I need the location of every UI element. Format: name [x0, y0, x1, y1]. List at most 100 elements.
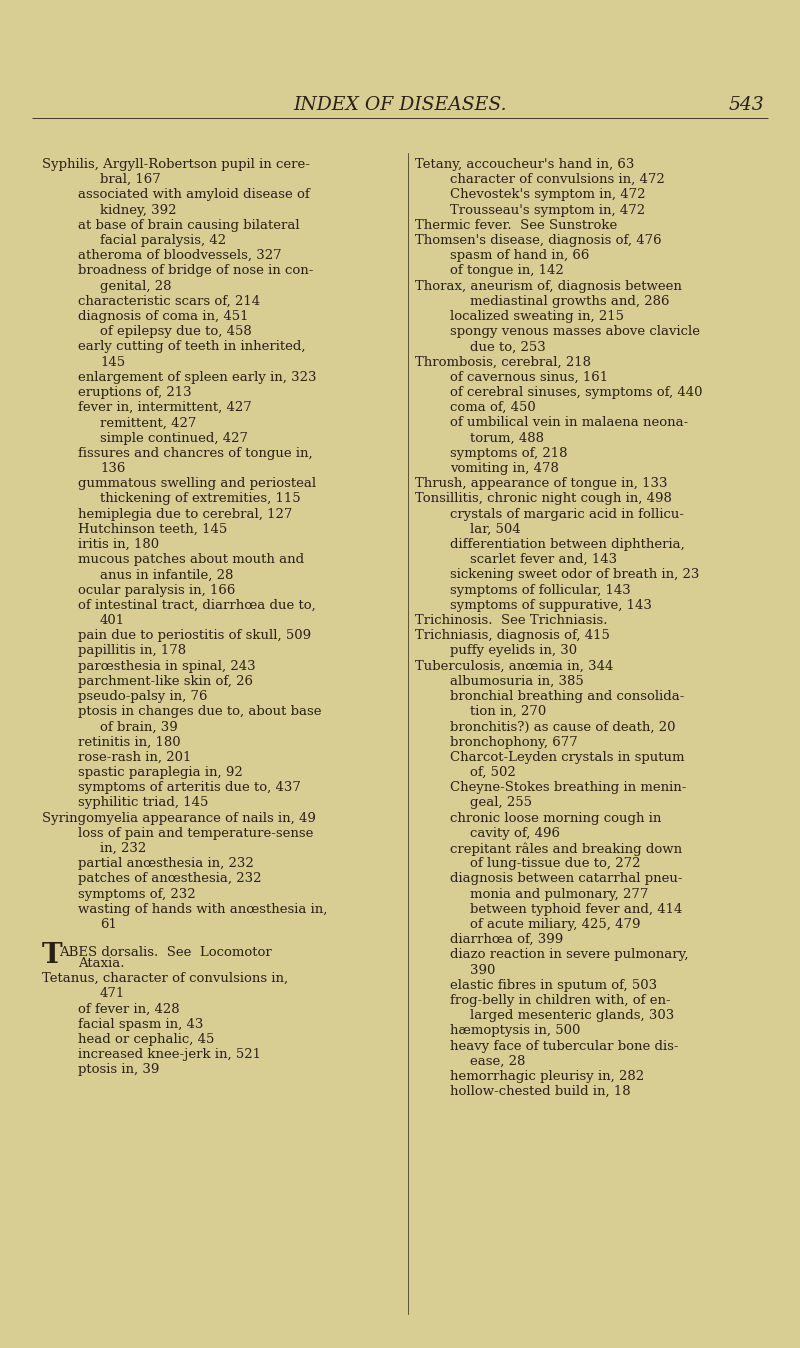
- Text: symptoms of suppurative, 143: symptoms of suppurative, 143: [450, 599, 652, 612]
- Text: symptoms of arteritis due to, 437: symptoms of arteritis due to, 437: [78, 782, 301, 794]
- Text: of tongue in, 142: of tongue in, 142: [450, 264, 564, 278]
- Text: hollow-chested build in, 18: hollow-chested build in, 18: [450, 1085, 630, 1099]
- Text: bronchophony, 677: bronchophony, 677: [450, 736, 578, 748]
- Text: head or cephalic, 45: head or cephalic, 45: [78, 1033, 214, 1046]
- Text: loss of pain and temperature-sense: loss of pain and temperature-sense: [78, 826, 314, 840]
- Text: localized sweating in, 215: localized sweating in, 215: [450, 310, 624, 324]
- Text: of cerebral sinuses, symptoms of, 440: of cerebral sinuses, symptoms of, 440: [450, 386, 702, 399]
- Text: simple continued, 427: simple continued, 427: [100, 431, 248, 445]
- Text: associated with amyloid disease of: associated with amyloid disease of: [78, 189, 310, 201]
- Text: Thermic fever.  See Sunstroke: Thermic fever. See Sunstroke: [415, 218, 618, 232]
- Text: symptoms of, 232: symptoms of, 232: [78, 887, 196, 900]
- Text: pseudo-palsy in, 76: pseudo-palsy in, 76: [78, 690, 207, 704]
- Text: heavy face of tubercular bone dis-: heavy face of tubercular bone dis-: [450, 1039, 678, 1053]
- Text: diazo reaction in severe pulmonary,: diazo reaction in severe pulmonary,: [450, 949, 689, 961]
- Text: partial anœsthesia in, 232: partial anœsthesia in, 232: [78, 857, 254, 871]
- Text: lar, 504: lar, 504: [470, 523, 521, 535]
- Text: vomiting in, 478: vomiting in, 478: [450, 462, 559, 474]
- Text: Thrombosis, cerebral, 218: Thrombosis, cerebral, 218: [415, 356, 591, 368]
- Text: increased knee-jerk in, 521: increased knee-jerk in, 521: [78, 1047, 261, 1061]
- Text: Thomsen's disease, diagnosis of, 476: Thomsen's disease, diagnosis of, 476: [415, 235, 662, 247]
- Text: Cheyne-Stokes breathing in menin-: Cheyne-Stokes breathing in menin-: [450, 782, 686, 794]
- Text: of fever in, 428: of fever in, 428: [78, 1003, 180, 1015]
- Text: larged mesenteric glands, 303: larged mesenteric glands, 303: [470, 1010, 674, 1022]
- Text: character of convulsions in, 472: character of convulsions in, 472: [450, 173, 665, 186]
- Text: of umbilical vein in malaena neona-: of umbilical vein in malaena neona-: [450, 417, 688, 430]
- Text: spastic paraplegia in, 92: spastic paraplegia in, 92: [78, 766, 242, 779]
- Text: between typhoid fever and, 414: between typhoid fever and, 414: [470, 903, 682, 915]
- Text: remittent, 427: remittent, 427: [100, 417, 196, 430]
- Text: papillitis in, 178: papillitis in, 178: [78, 644, 186, 658]
- Text: albumosuria in, 385: albumosuria in, 385: [450, 675, 584, 687]
- Text: Tetanus, character of convulsions in,: Tetanus, character of convulsions in,: [42, 972, 288, 985]
- Text: Thrush, appearance of tongue in, 133: Thrush, appearance of tongue in, 133: [415, 477, 667, 491]
- Text: diagnosis between catarrhal pneu-: diagnosis between catarrhal pneu-: [450, 872, 682, 886]
- Text: 145: 145: [100, 356, 125, 368]
- Text: sickening sweet odor of breath in, 23: sickening sweet odor of breath in, 23: [450, 569, 699, 581]
- Text: ease, 28: ease, 28: [470, 1054, 526, 1068]
- Text: spasm of hand in, 66: spasm of hand in, 66: [450, 249, 590, 263]
- Text: frog-belly in children with, of en-: frog-belly in children with, of en-: [450, 993, 670, 1007]
- Text: 471: 471: [100, 987, 126, 1000]
- Text: diarrhœa of, 399: diarrhœa of, 399: [450, 933, 563, 946]
- Text: bronchitis?) as cause of death, 20: bronchitis?) as cause of death, 20: [450, 720, 675, 733]
- Text: Hutchinson teeth, 145: Hutchinson teeth, 145: [78, 523, 227, 535]
- Text: bronchial breathing and consolida-: bronchial breathing and consolida-: [450, 690, 684, 704]
- Text: T: T: [42, 941, 62, 969]
- Text: ptosis in, 39: ptosis in, 39: [78, 1064, 159, 1076]
- Text: facial paralysis, 42: facial paralysis, 42: [100, 235, 226, 247]
- Text: rose-rash in, 201: rose-rash in, 201: [78, 751, 191, 764]
- Text: of brain, 39: of brain, 39: [100, 720, 178, 733]
- Text: chronic loose morning cough in: chronic loose morning cough in: [450, 811, 662, 825]
- Text: diagnosis of coma in, 451: diagnosis of coma in, 451: [78, 310, 249, 324]
- Text: enlargement of spleen early in, 323: enlargement of spleen early in, 323: [78, 371, 317, 384]
- Text: torum, 488: torum, 488: [470, 431, 544, 445]
- Text: due to, 253: due to, 253: [470, 341, 546, 353]
- Text: Ataxia.: Ataxia.: [78, 957, 125, 969]
- Text: of cavernous sinus, 161: of cavernous sinus, 161: [450, 371, 608, 384]
- Text: Thorax, aneurism of, diagnosis between: Thorax, aneurism of, diagnosis between: [415, 279, 682, 293]
- Text: cavity of, 496: cavity of, 496: [470, 826, 560, 840]
- Text: of epilepsy due to, 458: of epilepsy due to, 458: [100, 325, 252, 338]
- Text: 61: 61: [100, 918, 117, 931]
- Text: hemiplegia due to cerebral, 127: hemiplegia due to cerebral, 127: [78, 508, 292, 520]
- Text: mucous patches about mouth and: mucous patches about mouth and: [78, 553, 304, 566]
- Text: 401: 401: [100, 613, 125, 627]
- Text: 136: 136: [100, 462, 126, 474]
- Text: characteristic scars of, 214: characteristic scars of, 214: [78, 295, 260, 307]
- Text: retinitis in, 180: retinitis in, 180: [78, 736, 181, 748]
- Text: Charcot-Leyden crystals in sputum: Charcot-Leyden crystals in sputum: [450, 751, 685, 764]
- Text: anus in infantile, 28: anus in infantile, 28: [100, 569, 234, 581]
- Text: symptoms of follicular, 143: symptoms of follicular, 143: [450, 584, 630, 597]
- Text: Trousseau's symptom in, 472: Trousseau's symptom in, 472: [450, 204, 645, 217]
- Text: gummatous swelling and periosteal: gummatous swelling and periosteal: [78, 477, 316, 491]
- Text: fever in, intermittent, 427: fever in, intermittent, 427: [78, 402, 252, 414]
- Text: bral, 167: bral, 167: [100, 173, 161, 186]
- Text: at base of brain causing bilateral: at base of brain causing bilateral: [78, 218, 300, 232]
- Text: iritis in, 180: iritis in, 180: [78, 538, 159, 551]
- Text: ptosis in changes due to, about base: ptosis in changes due to, about base: [78, 705, 322, 718]
- Text: mediastinal growths and, 286: mediastinal growths and, 286: [470, 295, 670, 307]
- Text: symptoms of, 218: symptoms of, 218: [450, 446, 567, 460]
- Text: hemorrhagic pleurisy in, 282: hemorrhagic pleurisy in, 282: [450, 1070, 644, 1082]
- Text: ABES dorsalis.  See  Locomotor: ABES dorsalis. See Locomotor: [59, 945, 272, 958]
- Text: spongy venous masses above clavicle: spongy venous masses above clavicle: [450, 325, 700, 338]
- Text: hæmoptysis in, 500: hæmoptysis in, 500: [450, 1024, 580, 1038]
- Text: in, 232: in, 232: [100, 842, 146, 855]
- Text: facial spasm in, 43: facial spasm in, 43: [78, 1018, 203, 1031]
- Text: Chevostek's symptom in, 472: Chevostek's symptom in, 472: [450, 189, 646, 201]
- Text: coma of, 450: coma of, 450: [450, 402, 536, 414]
- Text: Syphilis, Argyll-Robertson pupil in cere-: Syphilis, Argyll-Robertson pupil in cere…: [42, 158, 310, 171]
- Text: fissures and chancres of tongue in,: fissures and chancres of tongue in,: [78, 446, 313, 460]
- Text: parchment-like skin of, 26: parchment-like skin of, 26: [78, 675, 253, 687]
- Text: differentiation between diphtheria,: differentiation between diphtheria,: [450, 538, 685, 551]
- Text: genital, 28: genital, 28: [100, 279, 171, 293]
- Text: crepitant râles and breaking down: crepitant râles and breaking down: [450, 842, 682, 856]
- Text: monia and pulmonary, 277: monia and pulmonary, 277: [470, 887, 648, 900]
- Text: of, 502: of, 502: [470, 766, 516, 779]
- Text: elastic fibres in sputum of, 503: elastic fibres in sputum of, 503: [450, 979, 657, 992]
- Text: Tetany, accoucheur's hand in, 63: Tetany, accoucheur's hand in, 63: [415, 158, 634, 171]
- Text: patches of anœsthesia, 232: patches of anœsthesia, 232: [78, 872, 262, 886]
- Text: Trichinosis.  See Trichniasis.: Trichinosis. See Trichniasis.: [415, 613, 607, 627]
- Text: ocular paralysis in, 166: ocular paralysis in, 166: [78, 584, 235, 597]
